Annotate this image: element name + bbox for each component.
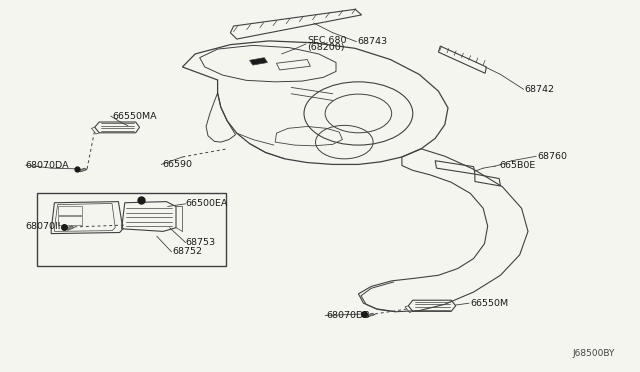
Text: 66550M: 66550M: [470, 299, 509, 308]
Text: 68743: 68743: [357, 37, 387, 46]
Text: 68742: 68742: [525, 85, 555, 94]
Polygon shape: [250, 58, 268, 65]
Bar: [37, 193, 226, 266]
Text: 68760: 68760: [538, 152, 568, 161]
Polygon shape: [365, 313, 375, 317]
Text: 66550MA: 66550MA: [112, 112, 157, 121]
Text: 66590: 66590: [162, 160, 192, 169]
Text: 68752: 68752: [173, 247, 203, 256]
Text: 66500EA: 66500EA: [186, 199, 228, 208]
Text: 665B0E: 665B0E: [499, 161, 536, 170]
Text: (68200): (68200): [307, 43, 345, 52]
Text: 68753: 68753: [186, 238, 216, 247]
Polygon shape: [78, 168, 87, 172]
Text: J68500BY: J68500BY: [572, 349, 614, 358]
Text: 68070II: 68070II: [26, 222, 61, 231]
Text: 68070DB: 68070DB: [326, 311, 370, 320]
Polygon shape: [65, 226, 74, 230]
Text: 68070DA: 68070DA: [26, 161, 69, 170]
Text: SEC.680: SEC.680: [307, 36, 347, 45]
